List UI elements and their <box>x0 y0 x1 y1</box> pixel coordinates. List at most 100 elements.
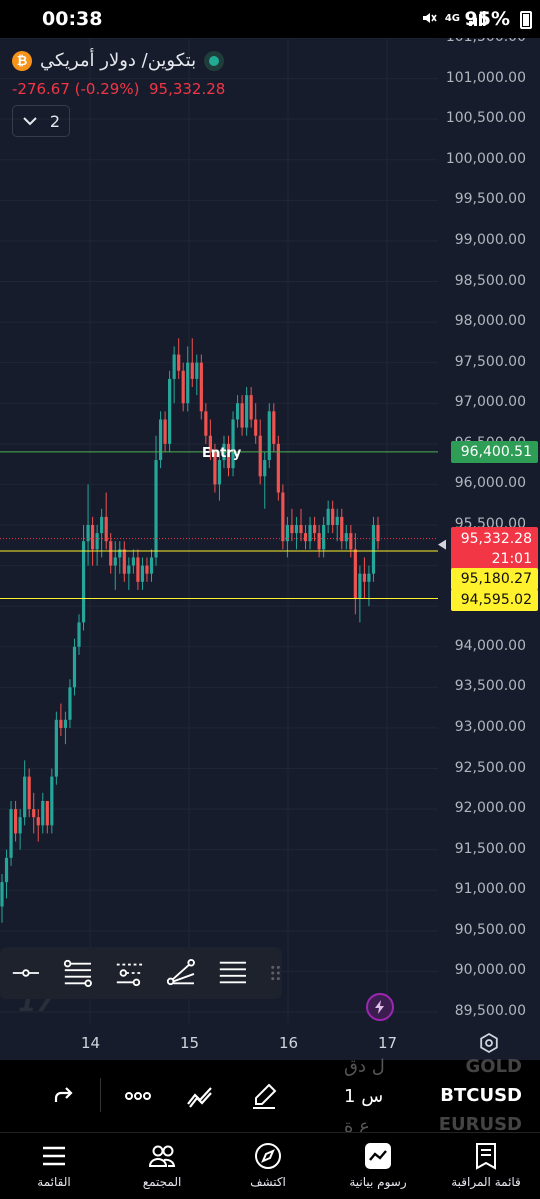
nav-watchlist[interactable]: قائمة المراقبة <box>436 1141 536 1189</box>
brush-icon[interactable] <box>250 1082 278 1110</box>
candle-body <box>0 882 4 907</box>
drawing-toolbar[interactable] <box>0 947 282 999</box>
candle-body <box>290 525 294 534</box>
candle-body <box>299 525 303 534</box>
candle-body <box>267 411 271 461</box>
candle-body <box>172 354 176 379</box>
candle-body <box>18 817 22 834</box>
nav-charts-label: رسوم بيانية <box>349 1175 407 1189</box>
candle-body <box>326 508 330 525</box>
nav-explore-label: اكتشف <box>250 1175 286 1189</box>
candle-body <box>41 800 45 826</box>
candle-body <box>54 719 58 777</box>
candle-body <box>199 362 203 412</box>
yellow-line-price-tag-2: 94,595.02 <box>451 589 538 611</box>
candle-body <box>376 525 380 542</box>
candle-body <box>335 516 339 525</box>
date-label-15: 15 <box>180 1034 200 1052</box>
symbol-meta-eurusd: ع ة <box>344 1116 370 1137</box>
nav-charts[interactable]: رسوم بيانية <box>328 1141 428 1189</box>
horizontal-lines-tool-icon[interactable] <box>217 956 249 990</box>
chart-area[interactable]: Entry ₿ بتكوين/ دولار أمريكي -276.67 (-0… <box>0 38 540 1060</box>
candle-body <box>118 549 122 558</box>
fib-fan-tool-icon[interactable] <box>165 956 197 990</box>
candlestick-chart[interactable]: Entry <box>0 38 540 1060</box>
battery-icon <box>520 11 532 29</box>
candle-body <box>235 403 240 420</box>
current-price-marker <box>438 539 446 550</box>
symbol-item-gold[interactable]: GOLD <box>465 1056 523 1077</box>
redo-icon[interactable] <box>48 1082 76 1110</box>
watchlist-icon <box>476 1143 496 1170</box>
chart-settings-icon[interactable] <box>478 1032 500 1054</box>
candle-countdown: 21:01 <box>491 551 532 567</box>
symbol-meta-btcusd: 1 س <box>344 1086 384 1107</box>
candle-body <box>272 411 276 444</box>
network-label: 4G <box>444 12 460 24</box>
green-line-price: 96,400.51 <box>460 444 532 460</box>
candle-body <box>91 525 95 550</box>
date-label-14: 14 <box>81 1034 101 1052</box>
candle-body <box>127 565 131 574</box>
candle-body <box>104 516 108 542</box>
candle-body <box>294 525 299 534</box>
candle-body <box>353 549 357 599</box>
symbol-item-btcusd[interactable]: BTCUSD <box>440 1085 522 1106</box>
candle-body <box>72 646 77 688</box>
candle-body <box>217 460 222 485</box>
price-axis-label: 97,500.00 <box>454 353 526 370</box>
nav-menu-label: القائمة <box>37 1175 71 1189</box>
trend-line-icon[interactable] <box>186 1082 214 1110</box>
candle-body <box>285 525 289 542</box>
candle-body <box>367 573 371 582</box>
bottom-navigation: القائمة المجتمع اكتشف رسوم بيانية قائمة … <box>0 1132 540 1199</box>
candle-body <box>81 541 86 623</box>
symbol-item-eurusd[interactable]: EURUSD <box>438 1114 522 1135</box>
signal-icon <box>469 11 486 26</box>
candle-body <box>154 460 158 558</box>
collapse-indicators-button[interactable]: 2 <box>12 105 70 137</box>
flash-icon[interactable] <box>366 993 394 1021</box>
drag-handle-icon[interactable] <box>269 963 282 983</box>
candle-body <box>195 362 199 379</box>
candle-body <box>322 525 326 550</box>
battery-percentage: 95% <box>464 8 510 30</box>
horizontal-ray-tool-icon[interactable] <box>10 956 42 990</box>
price-axis-label: 96,000.00 <box>454 475 526 492</box>
candle-body <box>140 565 145 582</box>
price-axis-label: 101,500.00 <box>446 38 526 45</box>
nav-community[interactable]: المجتمع <box>112 1141 212 1189</box>
parallel-channel-tool-icon[interactable] <box>114 956 146 990</box>
candle-body <box>68 687 72 720</box>
symbol-header[interactable]: ₿ بتكوين/ دولار أمريكي <box>12 50 225 71</box>
price-axis-label: 91,000.00 <box>454 881 526 898</box>
candle-body <box>4 857 9 883</box>
candle-body <box>32 809 36 818</box>
candle-body <box>109 541 113 566</box>
toolbar-divider <box>100 1078 101 1112</box>
candle-body <box>249 395 253 420</box>
candle-body <box>122 549 126 574</box>
price-axis-label: 90,000.00 <box>454 962 526 979</box>
nav-menu[interactable]: القائمة <box>4 1141 104 1189</box>
candle-body <box>181 370 185 404</box>
market-open-icon <box>204 50 225 71</box>
candle-body <box>344 533 348 542</box>
price-axis-label: 100,500.00 <box>445 110 526 127</box>
candle-body <box>358 573 362 599</box>
candle-body <box>231 419 235 469</box>
symbol-name[interactable]: بتكوين/ دولار أمريكي <box>40 50 197 71</box>
status-icons: 4G <box>421 10 486 26</box>
candle-body <box>312 525 317 534</box>
community-icon <box>148 1145 176 1167</box>
nav-explore[interactable]: اكتشف <box>218 1141 318 1189</box>
more-tools-icon[interactable] <box>124 1082 152 1110</box>
price-axis-label: 92,500.00 <box>454 759 526 776</box>
candle-body <box>258 435 262 477</box>
bitcoin-icon: ₿ <box>12 50 32 71</box>
yellow-line-price-tag-1: 95,180.27 <box>451 568 538 590</box>
price-axis-label: 100,000.00 <box>445 150 526 167</box>
fib-retracement-tool-icon[interactable] <box>62 956 94 990</box>
candle-body <box>23 776 27 818</box>
candle-body <box>86 525 90 542</box>
